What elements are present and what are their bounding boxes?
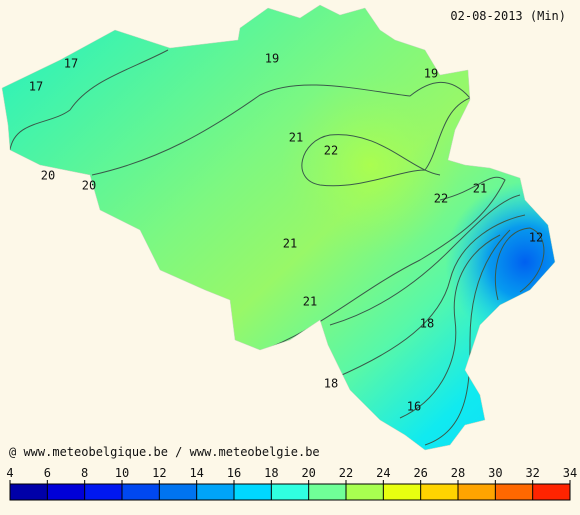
temperature-field — [2, 5, 555, 450]
colorbar-segment — [532, 484, 570, 500]
colorbar-segment — [346, 484, 384, 500]
contour-label: 20 — [82, 179, 96, 193]
contour-label: 12 — [529, 231, 543, 245]
colorbar-segment — [420, 484, 458, 500]
colorbar-segment — [271, 484, 309, 500]
colorbar-tick-label: 28 — [451, 466, 465, 480]
contour-label: 21 — [283, 237, 297, 251]
contour-label: 21 — [289, 131, 303, 145]
contour-label: 22 — [434, 192, 448, 206]
border — [1, 4, 556, 451]
contour-label: 21 — [303, 295, 317, 309]
contour-label: 19 — [265, 52, 279, 66]
colorbar-segment — [458, 484, 496, 500]
map-title: 02-08-2013 (Min) — [450, 9, 566, 23]
colorbar-tick-label: 4 — [6, 466, 13, 480]
colorbar-segment — [47, 484, 85, 500]
colorbar-segment — [495, 484, 533, 500]
colorbar-tick-label: 18 — [264, 466, 278, 480]
contour-label: 18 — [420, 317, 434, 331]
colorbar-tick-label: 24 — [376, 466, 390, 480]
colorbar-segment — [234, 484, 272, 500]
contour-label: 18 — [324, 377, 338, 391]
colorbar-tick-label: 12 — [152, 466, 166, 480]
colorbar-segment — [308, 484, 346, 500]
colorbar-segment — [10, 484, 48, 500]
contour-label: 21 — [473, 182, 487, 196]
colorbar-tick-label: 32 — [525, 466, 539, 480]
contour-label: 16 — [407, 400, 421, 414]
colorbar-tick-label: 6 — [44, 466, 51, 480]
credit: @ www.meteobelgique.be / www.meteobelgie… — [9, 445, 320, 459]
colorbar-segment — [122, 484, 160, 500]
colorbar-tick-label: 22 — [339, 466, 353, 480]
colorbar-tick-label: 14 — [189, 466, 203, 480]
contour-label: 17 — [64, 57, 78, 71]
colorbar-tick-label: 16 — [227, 466, 241, 480]
contour-label: 20 — [41, 169, 55, 183]
colorbar-tick-label: 20 — [301, 466, 315, 480]
colorbar-tick-label: 10 — [115, 466, 129, 480]
colorbar-tick-label: 26 — [413, 466, 427, 480]
colorbar-segment — [159, 484, 197, 500]
colorbar-segment — [383, 484, 421, 500]
colorbar-segment — [84, 484, 122, 500]
colorbar-segment — [196, 484, 234, 500]
contour-label: 22 — [324, 144, 338, 158]
contour-label: 19 — [424, 67, 438, 81]
contour-label: 17 — [29, 80, 43, 94]
colorbar-tick-label: 8 — [81, 466, 88, 480]
colorbar-tick-label: 30 — [488, 466, 502, 480]
colorbar-tick-label: 34 — [563, 466, 577, 480]
colorbar: 4 6 8 10 12 14 16 18 20 22 24 26 28 30 32 34 — [6, 466, 577, 501]
